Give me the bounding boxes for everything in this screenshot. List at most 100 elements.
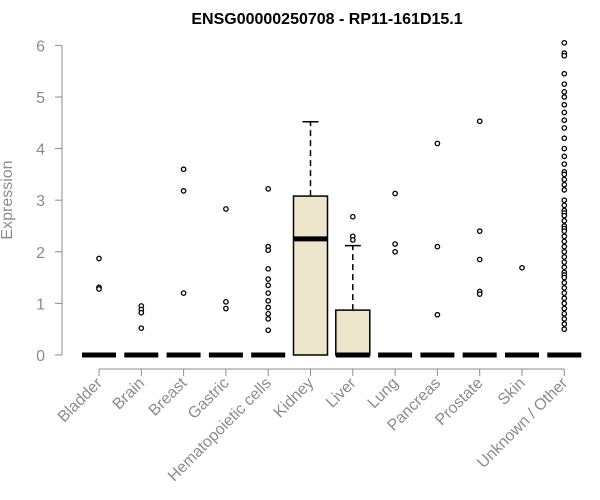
y-axis-label: Expression <box>0 160 16 239</box>
outlier-point <box>561 125 568 131</box>
outlier-point <box>561 259 568 265</box>
outlier-point <box>265 265 272 272</box>
y-tick-label: 4 <box>36 142 45 159</box>
outlier-point <box>561 39 568 46</box>
outlier-point <box>561 153 568 160</box>
outlier-point <box>561 300 568 307</box>
outlier-point <box>180 188 187 194</box>
outlier-point <box>561 279 568 286</box>
outlier-point <box>265 290 272 296</box>
outlier-point <box>223 299 229 305</box>
outlier-point <box>561 181 568 188</box>
outlier-point <box>265 310 272 317</box>
outlier-point <box>265 297 272 304</box>
outlier-point <box>392 241 398 247</box>
outlier-point <box>223 305 229 312</box>
outlier-point <box>561 254 568 260</box>
x-tick-label: Prostate <box>432 375 486 429</box>
outlier-point <box>434 311 441 318</box>
box-liver <box>335 213 371 358</box>
outlier-point <box>138 325 145 332</box>
box-iqr <box>335 309 371 356</box>
outlier-point <box>561 316 568 322</box>
outlier-point <box>561 176 568 183</box>
outlier-point <box>561 161 568 167</box>
outlier-point <box>561 248 568 255</box>
outlier-point <box>180 166 187 173</box>
outlier-point <box>561 295 568 302</box>
x-tick-label: Brain <box>110 375 148 413</box>
outlier-point <box>561 94 568 100</box>
x-tick-label: Lung <box>365 375 402 412</box>
outlier-point <box>476 228 483 235</box>
y-tick-label: 5 <box>36 90 45 107</box>
y-axis: 0 1 2 3 4 5 6 <box>36 38 63 365</box>
box-pancreas <box>420 140 455 358</box>
boxes-layer <box>82 39 582 358</box>
y-tick-label: 0 <box>36 348 45 365</box>
x-tick-label: Skin <box>495 375 529 409</box>
outlier-point <box>96 286 102 292</box>
box-hematopoietic-cells <box>251 185 286 358</box>
outlier-point <box>96 255 102 262</box>
outlier-point <box>392 190 398 197</box>
outlier-point <box>265 185 272 192</box>
outlier-point <box>561 217 568 224</box>
outlier-point <box>434 140 441 147</box>
outlier-point <box>519 264 525 271</box>
box-brain <box>124 303 159 358</box>
outlier-point <box>561 187 568 193</box>
outlier-point <box>561 238 568 245</box>
box-lung <box>378 190 413 358</box>
y-tick-label: 6 <box>36 38 45 55</box>
box-unknown-other <box>547 39 582 358</box>
outlier-point <box>561 52 568 59</box>
outlier-point <box>265 327 272 334</box>
outlier-point <box>561 310 568 317</box>
outlier-point <box>265 247 272 254</box>
outlier-point <box>561 243 568 250</box>
outlier-point <box>561 70 568 77</box>
box-kidney <box>292 121 329 356</box>
outlier-point <box>561 290 568 296</box>
x-tick-label: Kidney <box>271 375 318 422</box>
outlier-point <box>349 213 356 220</box>
outlier-point <box>561 88 568 95</box>
outlier-point <box>476 256 483 263</box>
outlier-point <box>265 304 272 311</box>
box-skin <box>505 264 539 358</box>
y-tick-label: 1 <box>36 296 45 313</box>
outlier-point <box>561 109 568 116</box>
outlier-point <box>138 309 145 316</box>
outlier-point <box>561 197 568 204</box>
outlier-point <box>561 274 568 281</box>
outlier-point <box>561 321 568 327</box>
chart-title: ENSG00000250708 - RP11-161D15.1 <box>191 11 462 28</box>
outlier-point <box>561 117 568 124</box>
outlier-point <box>561 264 568 271</box>
box-bladder <box>82 255 116 358</box>
outlier-point <box>561 326 568 333</box>
outlier-point <box>265 276 272 282</box>
box-breast <box>166 166 201 358</box>
outlier-point <box>265 316 272 322</box>
outlier-point <box>561 212 568 219</box>
x-tick-label: Liver <box>323 374 360 411</box>
outlier-point <box>349 237 356 243</box>
outlier-point <box>476 118 483 125</box>
outlier-point <box>561 101 568 108</box>
outlier-point <box>561 171 568 178</box>
x-tick-label: Bladder <box>55 374 106 425</box>
outlier-point <box>561 233 568 240</box>
box-gastric <box>208 206 243 358</box>
outlier-point <box>392 248 398 255</box>
outlier-point <box>561 81 568 87</box>
box-prostate <box>462 118 497 358</box>
outlier-point <box>561 228 568 235</box>
outlier-point <box>476 291 483 297</box>
outlier-point <box>434 243 441 250</box>
outlier-point <box>223 206 229 212</box>
outlier-point <box>561 202 568 209</box>
